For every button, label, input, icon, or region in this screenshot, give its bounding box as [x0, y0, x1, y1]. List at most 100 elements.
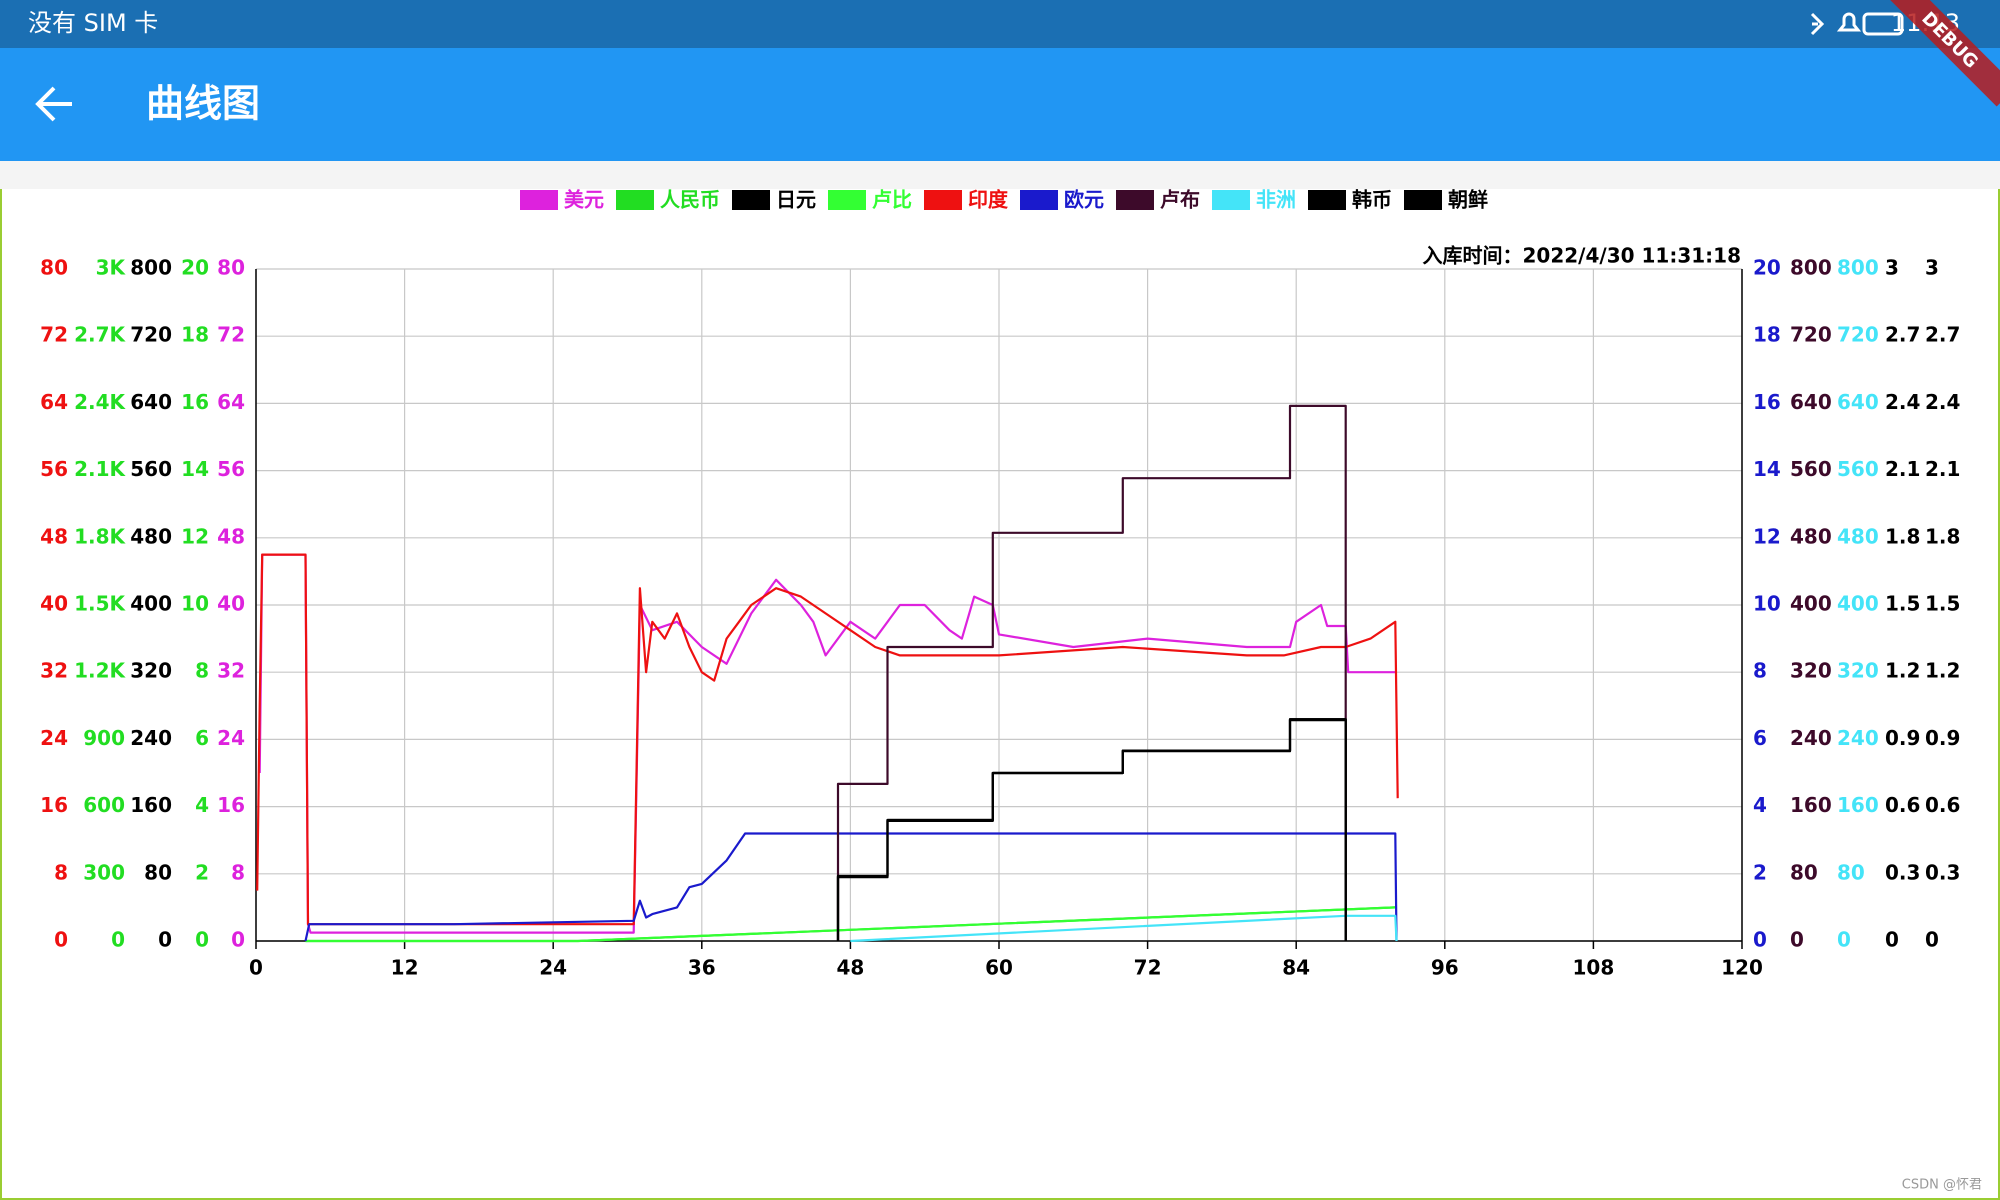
- y-tick-label: 4: [1753, 793, 1767, 817]
- y-tick-label: 0: [1885, 928, 1899, 952]
- x-tick-label: 96: [1431, 956, 1459, 980]
- y-tick-label: 320: [130, 659, 172, 683]
- legend-label: 韩币: [1352, 188, 1392, 212]
- x-tick-label: 120: [1721, 956, 1763, 980]
- y-tick-label: 640: [1790, 390, 1832, 414]
- y-tick-label: 0: [195, 928, 209, 952]
- y-tick-label: 3: [1925, 256, 1939, 280]
- series-line: [850, 914, 1398, 943]
- legend-label: 美元: [564, 188, 604, 212]
- y-tick-label: 8: [195, 659, 209, 683]
- y-tick-label: 560: [130, 457, 172, 481]
- y-tick-label: 300: [83, 860, 125, 884]
- y-tick-label: 480: [1837, 524, 1879, 548]
- watermark: CSDN @怀君: [1902, 1178, 1982, 1193]
- legend-swatch: [924, 190, 962, 210]
- y-tick-label: 56: [40, 457, 68, 481]
- x-tick-label: 108: [1573, 956, 1615, 980]
- legend-label: 欧元: [1064, 188, 1104, 212]
- series-line: [304, 832, 1398, 942]
- x-tick-label: 48: [836, 956, 864, 980]
- y-tick-label: 2.1K: [74, 457, 126, 481]
- y-tick-label: 900: [83, 726, 125, 750]
- legend-swatch: [1308, 190, 1346, 210]
- y-tick-label: 240: [1790, 726, 1832, 750]
- legend-swatch: [828, 190, 866, 210]
- y-tick-label: 0.3: [1925, 860, 1960, 884]
- y-tick-label: 56: [217, 457, 245, 481]
- y-tick-label: 1.5: [1925, 592, 1960, 616]
- y-tick-label: 160: [1837, 793, 1879, 817]
- legend-label: 卢比: [872, 188, 912, 212]
- y-tick-label: 16: [40, 793, 68, 817]
- y-tick-label: 6: [1753, 726, 1767, 750]
- y-tick-label: 16: [181, 390, 209, 414]
- y-tick-label: 6: [195, 726, 209, 750]
- x-tick-label: 36: [688, 956, 716, 980]
- y-tick-label: 14: [181, 457, 209, 481]
- y-tick-label: 800: [1790, 256, 1832, 280]
- legend-swatch: [1020, 190, 1058, 210]
- y-tick-label: 32: [40, 659, 68, 683]
- y-tick-label: 80: [1837, 860, 1865, 884]
- y-tick-label: 48: [217, 524, 245, 548]
- y-tick-label: 16: [1753, 390, 1781, 414]
- y-tick-label: 0.3: [1885, 860, 1920, 884]
- y-tick-label: 14: [1753, 457, 1781, 481]
- battery-icon: [1862, 12, 1904, 36]
- debug-ribbon: [1883, 0, 2000, 107]
- y-tick-label: 2.4: [1885, 390, 1920, 414]
- y-tick-label: 0: [1925, 928, 1939, 952]
- y-tick-label: 2.4K: [74, 390, 126, 414]
- legend-label: 印度: [968, 188, 1009, 212]
- y-tick-label: 32: [217, 659, 245, 683]
- y-tick-label: 2.7K: [74, 323, 126, 347]
- y-tick-label: 1.8K: [74, 524, 126, 548]
- y-tick-label: 720: [1790, 323, 1832, 347]
- y-tick-label: 2.1: [1885, 457, 1920, 481]
- y-tick-label: 2.1: [1925, 457, 1960, 481]
- y-tick-label: 1.2K: [74, 659, 126, 683]
- y-tick-label: 18: [1753, 323, 1781, 347]
- legend-label: 朝鲜: [1448, 188, 1488, 212]
- y-tick-label: 0: [158, 928, 172, 952]
- y-tick-label: 40: [217, 592, 245, 616]
- y-tick-label: 1.5: [1885, 592, 1920, 616]
- back-button[interactable]: [35, 86, 72, 122]
- y-tick-label: 0: [1837, 928, 1851, 952]
- legend-swatch: [520, 190, 558, 210]
- y-tick-label: 0: [54, 928, 68, 952]
- y-tick-label: 24: [40, 726, 68, 750]
- y-tick-label: 720: [130, 323, 172, 347]
- y-tick-label: 80: [144, 860, 172, 884]
- y-tick-label: 400: [1790, 592, 1832, 616]
- y-tick-label: 8: [54, 860, 68, 884]
- y-tick-label: 10: [181, 592, 209, 616]
- y-tick-label: 80: [217, 256, 245, 280]
- y-tick-label: 4: [195, 793, 209, 817]
- y-tick-label: 400: [130, 592, 172, 616]
- status-bar: [0, 0, 2000, 48]
- legend-swatch: [1212, 190, 1250, 210]
- x-tick-label: 0: [249, 956, 263, 980]
- y-tick-label: 0: [111, 928, 125, 952]
- y-tick-label: 560: [1837, 457, 1879, 481]
- y-tick-label: 0.6: [1925, 793, 1960, 817]
- series-line: [836, 718, 1347, 941]
- legend-label: 人民币: [660, 188, 720, 212]
- y-tick-label: 2.4: [1925, 390, 1960, 414]
- legend-label: 日元: [776, 188, 816, 212]
- y-tick-label: 10: [1753, 592, 1781, 616]
- x-tick-label: 12: [391, 956, 419, 980]
- mute-icon: [1836, 12, 1862, 32]
- y-tick-label: 800: [130, 256, 172, 280]
- y-tick-label: 0: [1790, 928, 1804, 952]
- legend-swatch: [1404, 190, 1442, 210]
- legend-label: 卢布: [1160, 188, 1200, 212]
- y-tick-label: 320: [1837, 659, 1879, 683]
- y-tick-label: 1.2: [1925, 659, 1960, 683]
- y-tick-label: 80: [40, 256, 68, 280]
- legend-swatch: [1116, 190, 1154, 210]
- y-tick-label: 64: [40, 390, 68, 414]
